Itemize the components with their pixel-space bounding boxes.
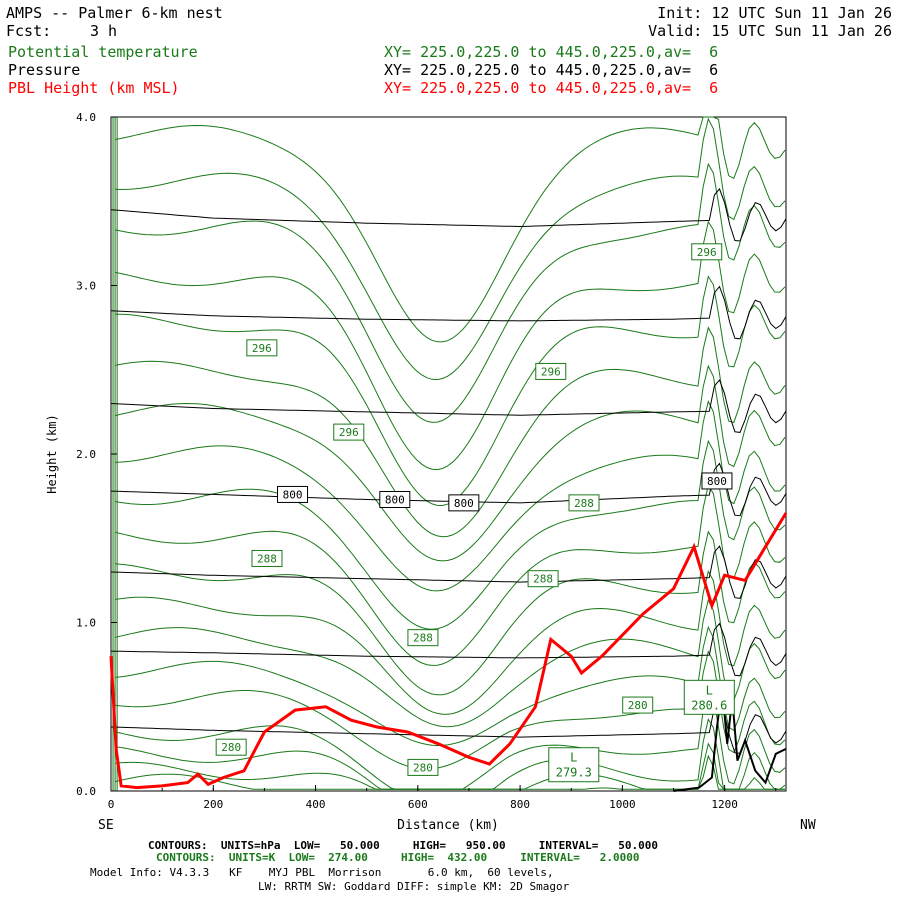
low-marker-box [683, 679, 735, 715]
theta-contour-line [114, 687, 786, 790]
forecast-value: 3 h [90, 22, 118, 40]
chart-title: AMPS -- Palmer 6-km nest [6, 4, 223, 22]
pressure-contour-line [110, 700, 787, 754]
pressure-contour-line [110, 187, 787, 242]
theta-contour-line [115, 116, 786, 343]
low-marker-value: 280.6 [691, 698, 727, 712]
theta-label-box [215, 738, 247, 756]
left-end-label: SE [98, 818, 114, 833]
field-pbl-xy: XY= 225.0,225.0 to 445.0,225.0,av= 6 [384, 79, 719, 97]
cross-section-chart: 0 200 400 600 800 1000 1200 0.0 1.0 2.0 3.0 4.0 296… [45, 111, 816, 833]
theta-contour-line [115, 625, 786, 747]
theta-label-box [251, 549, 283, 567]
init-time: Init: 12 UTC Sun 11 Jan 26 [657, 4, 892, 22]
theta-contour-line [115, 570, 786, 715]
pressure-contour-line [110, 285, 787, 340]
pressure-contour-line [110, 545, 787, 599]
theta-contour-line [115, 117, 786, 381]
field-pressure-xy: XY= 225.0,225.0 to 445.0,225.0,av= 6 [384, 61, 719, 79]
theta-label-box [535, 362, 567, 380]
theta-contour-label: 280 [221, 741, 241, 754]
theta-label-box [691, 243, 723, 261]
theta-contour-line [115, 530, 786, 696]
field-pressure-name: Pressure [8, 61, 81, 79]
theta-label-box [246, 339, 278, 357]
right-end-label: NW [800, 818, 816, 833]
low-marker-box [548, 747, 600, 783]
theta-contour-label: 288 [533, 573, 553, 586]
pbl-height-line [109, 512, 788, 790]
theta-contour-line [115, 717, 786, 790]
theta-contour-line [115, 439, 786, 630]
pressure-contour-label: 800 [454, 497, 474, 510]
x-tick-label: 400 [306, 798, 326, 811]
y-axis-title: Height (km) [45, 414, 59, 493]
pressure-contour-label: 800 [283, 488, 303, 501]
theta-contour-line [114, 483, 786, 666]
theta-label-box [527, 570, 559, 588]
theta-contour-label: 288 [257, 552, 277, 565]
theta-contour-line [115, 162, 786, 423]
x-tick-label: 200 [203, 798, 223, 811]
theta-contour-line [114, 754, 785, 790]
pressure-label-box [701, 472, 733, 490]
y-tick-label: 3.0 [76, 280, 96, 293]
x-tick-label: 0 [108, 798, 115, 811]
theta-contour-label: 288 [574, 497, 594, 510]
pressure-contour-label: 800 [707, 475, 727, 488]
footer-model-info-physics: LW: RRTM SW: Goddard DIFF: simple KM: 2D… [258, 880, 570, 893]
theta-label-box [568, 494, 600, 512]
theta-contour-line [115, 400, 786, 592]
theta-contour-label: 296 [541, 365, 561, 378]
theta-contour-line [114, 598, 786, 728]
x-axis-title: Distance (km) [397, 818, 499, 833]
field-theta-xy: XY= 225.0,225.0 to 445.0,225.0,av= 6 [384, 43, 719, 61]
theta-contour-line [115, 275, 786, 507]
pbl-height-line-path [109, 512, 788, 790]
theta-contour-label: 296 [339, 426, 359, 439]
theta-label-box [333, 423, 365, 441]
y-tick-label: 4.0 [76, 111, 96, 124]
theta-contour-label: 280 [413, 761, 433, 774]
theta-label-box [407, 758, 439, 776]
low-marker-value: 279.3 [556, 766, 592, 780]
x-tick-label: 600 [408, 798, 428, 811]
pressure-label-box [379, 490, 411, 508]
low-marker-letter: L [706, 683, 713, 697]
theta-contour-line [115, 650, 786, 770]
x-tick-label: 1200 [711, 798, 738, 811]
pressure-contour-line [110, 379, 787, 433]
forecast-label: Fcst: [6, 22, 52, 40]
y-tick-label: 1.0 [76, 617, 96, 630]
field-pbl-name: PBL Height (km MSL) [8, 79, 180, 97]
footer-theta-contours: CONTOURS: UNITS=K LOW= 274.00 HIGH= 432.… [156, 851, 640, 864]
theta-contour-label: 296 [252, 342, 272, 355]
theta-contour-label: 296 [697, 246, 717, 259]
theta-contour-line [115, 326, 786, 538]
y-tick-label: 2.0 [76, 448, 96, 461]
footer-pressure-contours: CONTOURS: UNITS=hPa LOW= 50.000 HIGH= 95… [148, 839, 658, 852]
x-tick-label: 1000 [609, 798, 636, 811]
theta-label-box [622, 696, 654, 714]
x-tick-label: 800 [510, 798, 530, 811]
theta-label-box [407, 629, 439, 647]
field-theta-name: Potential temperature [8, 43, 198, 61]
valid-time: Valid: 15 UTC Sun 11 Jan 26 [648, 22, 892, 40]
axes: 0 200 400 600 800 1000 1200 0.0 1.0 2.0 3.0 4.0 [76, 111, 777, 811]
pressure-contour-line [110, 622, 787, 677]
y-tick-label: 0.0 [76, 785, 96, 798]
theta-contour-label: 288 [413, 632, 433, 645]
theta-contour-label: 280 [628, 699, 648, 712]
pressure-contour-label: 800 [385, 493, 405, 506]
footer-model-info: Model Info: V4.3.3 KF MYJ PBL Morrison 6… [90, 866, 554, 879]
low-marker-letter: L [570, 751, 577, 765]
theta-contour-line [115, 220, 786, 471]
pressure-label-box [448, 494, 480, 512]
pressure-label-box [277, 485, 309, 503]
contour-labels: 296 296 296 296 288 288 288 288 280 280 280 800 800 8… [215, 243, 735, 783]
